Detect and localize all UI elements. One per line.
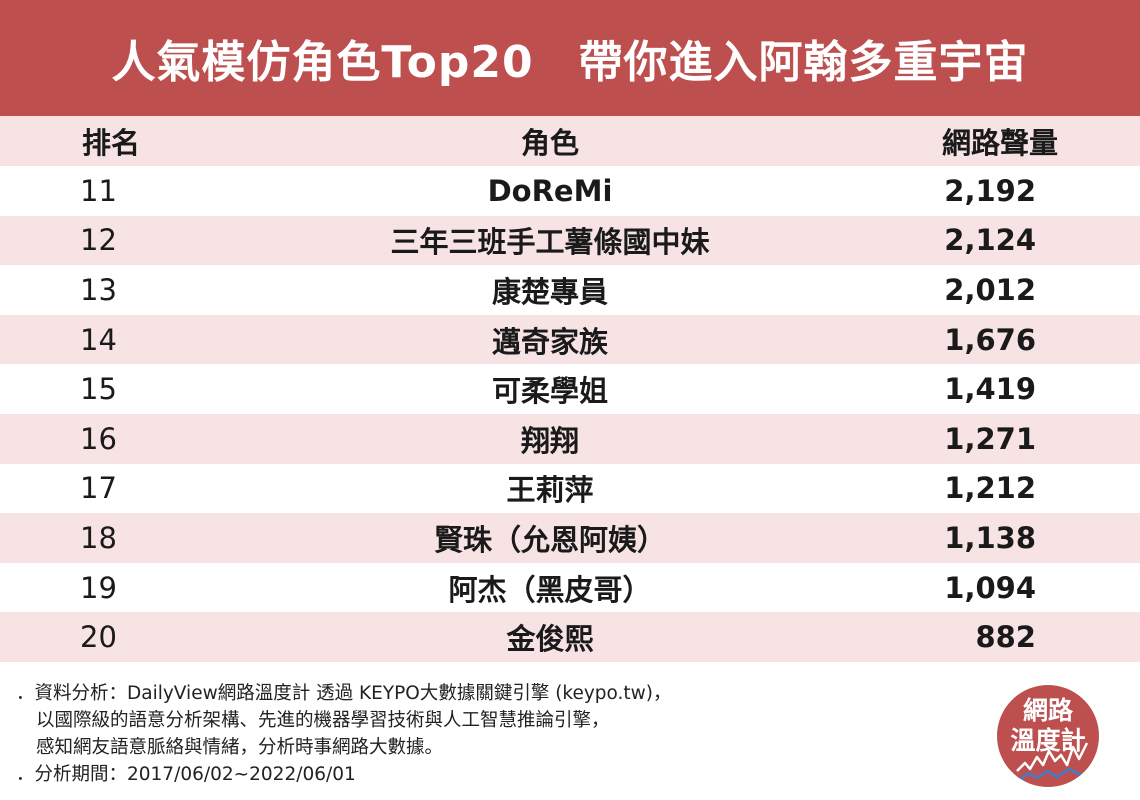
note-period: ．分析期間：2017/06/02~2022/06/01: [16, 764, 356, 785]
table-row: 20 金俊熙 882: [0, 612, 1140, 662]
note-source: ．資料分析：DailyView網路溫度計 透過 KEYPO大數據關鍵引擎 (ke…: [16, 683, 672, 704]
rank-cell: 11: [80, 173, 117, 208]
title-banner: 人氣模仿角色Top20 帶你進入阿翰多重宇宙: [0, 0, 1140, 116]
volume-cell: 2,012: [944, 272, 1036, 307]
volume-cell: 2,124: [944, 223, 1036, 258]
volume-cell: 1,138: [944, 520, 1036, 555]
logo-text-line1: 網路: [1022, 696, 1073, 725]
character-cell: 邁奇家族: [491, 324, 608, 359]
character-cell: 賢珠（允恩阿姨）: [433, 522, 666, 557]
note-method: 以國際級的語意分析架構、先進的機器學習技術與人工智慧推論引擎，: [36, 710, 610, 731]
rank-cell: 14: [80, 322, 117, 357]
table-row: 12 三年三班手工薯條國中妹 2,124: [0, 215, 1140, 266]
rank-cell: 19: [80, 570, 117, 605]
volume-cell: 1,094: [944, 570, 1036, 605]
volume-cell: 1,676: [944, 322, 1036, 357]
header-volume: 網路聲量: [941, 126, 1058, 160]
rank-cell: 17: [80, 471, 117, 506]
volume-cell: 1,419: [944, 372, 1036, 407]
table-row: 15 可柔學姐 1,419: [0, 364, 1140, 414]
character-cell: 康楚專員: [491, 274, 608, 309]
character-cell: DoReMi: [487, 173, 613, 208]
rank-cell: 12: [80, 223, 117, 258]
rank-cell: 15: [80, 372, 117, 407]
table-row: 19 阿杰（黑皮哥） 1,094: [0, 562, 1140, 613]
table-row: 14 邁奇家族 1,676: [0, 314, 1140, 365]
character-cell: 可柔學姐: [491, 374, 608, 409]
character-cell: 翔翔: [520, 423, 579, 458]
rank-cell: 16: [80, 421, 117, 456]
rank-cell: 13: [80, 272, 117, 307]
header-rank: 排名: [82, 126, 141, 160]
note-method-cont: 感知網友語意脈絡與情緒，分析時事網路大數據。: [36, 737, 444, 758]
table-row: 17 王莉萍 1,212: [0, 463, 1140, 514]
page-title: 人氣模仿角色Top20 帶你進入阿翰多重宇宙: [111, 37, 1029, 88]
table-row: 16 翔翔 1,271: [0, 413, 1140, 464]
footnotes: ．資料分析：DailyView網路溫度計 透過 KEYPO大數據關鍵引擎 (ke…: [16, 680, 916, 788]
logo-text-line2: 溫度計: [1010, 726, 1086, 755]
volume-cell: 2,192: [944, 173, 1036, 208]
ranking-table: 排名 角色 網路聲量 11 DoReMi 2,192 12 三年三班手工薯條國中…: [0, 116, 1140, 662]
rank-cell: 20: [80, 620, 117, 655]
dailyview-logo: 網路 溫度計: [997, 685, 1099, 787]
character-cell: 王莉萍: [506, 473, 594, 508]
character-cell: 金俊熙: [506, 622, 594, 657]
volume-cell: 882: [975, 620, 1036, 655]
character-cell: 三年三班手工薯條國中妹: [390, 225, 710, 260]
thermometer-wave-icon: [1016, 742, 1089, 782]
table-row: 13 康楚專員 2,012: [0, 265, 1140, 315]
table-header-row: 排名 角色 網路聲量: [0, 116, 1140, 166]
character-cell: 阿杰（黑皮哥）: [448, 572, 652, 607]
table-row: 18 賢珠（允恩阿姨） 1,138: [0, 513, 1140, 563]
volume-cell: 1,271: [944, 421, 1036, 456]
header-character: 角色: [520, 126, 579, 160]
volume-cell: 1,212: [944, 471, 1036, 506]
table-row: 11 DoReMi 2,192: [0, 166, 1140, 216]
rank-cell: 18: [80, 520, 117, 555]
